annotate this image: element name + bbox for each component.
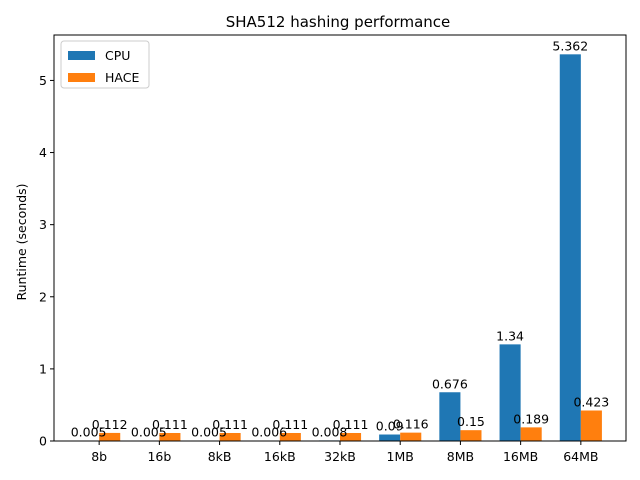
bar-label-hace-16b: 0.111 [152,417,188,432]
bar-cpu-8MB [439,392,461,441]
x-tick-label-8b: 8b [91,449,107,464]
bar-hace-16kB [279,432,301,441]
y-axis-label: Runtime (seconds) [14,183,29,300]
y-tick-label-5: 5 [39,73,47,88]
bar-cpu-16MB [499,344,521,441]
bar-label-cpu-8MB: 0.676 [432,376,468,391]
x-tick-label-8kB: 8kB [208,449,232,464]
bar-labels-group: 0.005 0.005 0.005 0.006 0.008 0.09 0.676 1.34 5.… [71,38,610,439]
x-tick-label-1MB: 1MB [387,449,414,464]
bar-label-cpu-16MB: 1.34 [496,328,524,343]
y-tick-label-2: 2 [39,289,47,304]
x-tick-label-32kB: 32kB [324,449,356,464]
x-tick-label-64MB: 64MB [563,449,598,464]
bar-label-cpu-8b: 0.005 [71,425,107,440]
y-tick-label-0: 0 [39,434,47,449]
bar-label-hace-16MB: 0.189 [513,411,549,426]
x-tick-label-8MB: 8MB [447,449,474,464]
y-tick-label-4: 4 [39,145,47,160]
bar-label-cpu-16b: 0.005 [131,425,167,440]
bar-cpu-1MB [379,434,401,441]
bar-cpu-64MB [559,54,581,441]
x-tick-label-16kB: 16kB [264,449,296,464]
legend-label-hace: HACE [105,70,139,85]
y-tick-label-3: 3 [39,217,47,232]
chart-title: SHA512 hashing performance [226,13,451,31]
y-tick-label-1: 1 [39,361,47,376]
bar-hace-64MB [580,410,602,441]
bar-hace-8b [99,432,121,441]
legend-label-cpu: CPU [105,48,130,63]
legend-swatch-hace [68,73,95,82]
bar-hace-1MB [400,432,422,441]
x-tick-label-16b: 16b [147,449,171,464]
bar-hace-16MB [520,427,542,441]
bar-label-hace-8kB: 0.111 [212,417,248,432]
bar-label-hace-1MB: 0.116 [393,417,429,432]
bar-label-hace-32kB: 0.111 [333,417,369,432]
plot-frame [53,34,627,442]
bar-label-cpu-64MB: 5.362 [552,38,588,53]
bar-hace-8MB [460,430,482,441]
bar-label-hace-64MB: 0.423 [573,394,609,409]
axes-group: 8b 16b 8kB 16kB 32kB 1MB 8MB 16MB 64MB 0 1 2 3 4 5 [39,34,627,464]
legend-swatch-cpu [68,51,95,60]
bar-label-hace-8b: 0.112 [92,417,128,432]
x-tick-label-16MB: 16MB [503,449,538,464]
bar-label-cpu-1MB: 0.09 [376,419,404,434]
bar-hace-8kB [219,432,241,441]
legend: CPU HACE [60,40,150,89]
bar-hace-16b [159,432,181,441]
bar-label-cpu-16kB: 0.006 [251,425,287,440]
bars-group [78,54,602,441]
bar-label-cpu-8kB: 0.005 [191,425,227,440]
bar-label-hace-16kB: 0.111 [272,417,308,432]
bar-label-hace-8MB: 0.15 [457,414,485,429]
bar-label-cpu-32kB: 0.008 [312,424,348,439]
bar-hace-32kB [340,432,362,441]
